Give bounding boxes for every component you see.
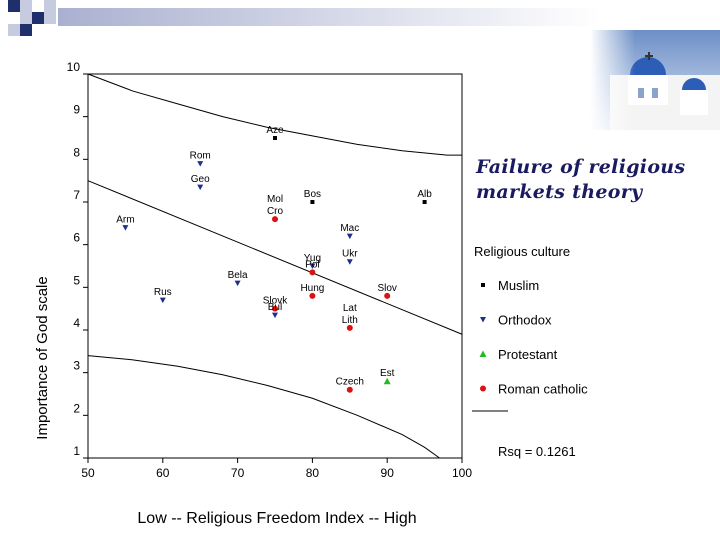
point-label: Est: [380, 368, 395, 379]
confidence-band-curve: [87, 355, 440, 459]
data-point: [480, 385, 486, 392]
data-point: [273, 136, 277, 140]
x-tick-label: 100: [452, 466, 472, 480]
point-label: Yug: [304, 253, 321, 264]
point-label: Lat Lith: [342, 303, 358, 326]
data-point: [346, 324, 353, 331]
rsq-annotation: Rsq = 0.1261: [498, 444, 576, 459]
data-point: [346, 259, 353, 265]
point-label: Pol: [305, 259, 319, 270]
whitewashed-church-photo: [590, 30, 720, 130]
regression-fit-line: [87, 180, 463, 335]
y-tick-label: 8: [73, 145, 80, 159]
confidence-band-curve: [87, 73, 462, 156]
point-label: Czech: [336, 377, 364, 388]
data-point: [481, 283, 485, 287]
legend-entry-label: Orthodox: [498, 313, 552, 328]
decorative-header-strip: [8, 0, 600, 36]
point-label: Bos: [304, 189, 321, 200]
y-axis-label: Importance of God scale: [34, 276, 51, 439]
data-point: [479, 350, 487, 357]
data-point: [309, 269, 316, 276]
y-tick-label: 9: [73, 103, 80, 117]
data-point: [384, 292, 391, 299]
point-label: Mol Cro: [267, 194, 284, 217]
slide-title: Failure of religious markets theory: [476, 156, 686, 203]
point-label: Aze: [266, 125, 284, 136]
legend-entry-label: Protestant: [498, 347, 558, 362]
x-tick-label: 90: [381, 466, 395, 480]
y-tick-label: 2: [73, 401, 80, 415]
x-tick-label: 80: [306, 466, 320, 480]
y-tick-label: 10: [67, 60, 81, 74]
data-point: [422, 200, 427, 204]
data-point: [346, 233, 353, 240]
data-point: [234, 280, 241, 287]
point-label: Alb: [417, 189, 432, 200]
data-point: [309, 292, 316, 299]
data-point: [272, 312, 278, 319]
point-label: Slovk: [263, 296, 288, 307]
point-label: Rus: [154, 287, 172, 298]
point-label: Ukr: [342, 249, 358, 260]
legend-entry-label: Roman catholic: [498, 382, 588, 397]
x-tick-label: 50: [81, 466, 95, 480]
data-point: [159, 297, 166, 304]
data-point: [197, 184, 204, 191]
legend-title: Religious culture: [474, 244, 570, 259]
point-label: Mac: [340, 223, 359, 234]
x-tick-label: 60: [156, 466, 170, 480]
point-label: Bela: [228, 270, 248, 281]
point-label: Slov: [377, 283, 396, 294]
data-point: [122, 225, 129, 231]
y-tick-label: 6: [73, 231, 80, 245]
y-tick-label: 5: [73, 273, 80, 287]
x-tick-label: 70: [231, 466, 245, 480]
x-axis-label: Low -- Religious Freedom Index -- High: [137, 510, 416, 527]
y-tick-label: 7: [73, 188, 80, 202]
data-point: [197, 161, 204, 167]
point-label: Arm: [116, 215, 134, 226]
point-label: Hung: [300, 283, 324, 294]
data-point: [383, 377, 391, 385]
plot-area: [87, 73, 463, 459]
legend-entry-label: Muslim: [498, 278, 539, 293]
point-label: Bul: [268, 302, 282, 313]
data-point: [272, 305, 278, 312]
y-tick-label: 1: [73, 444, 80, 458]
data-point: [346, 386, 353, 393]
data-point: [310, 200, 315, 204]
data-point: [309, 263, 316, 269]
data-point: [272, 216, 278, 223]
point-label: Rom: [190, 151, 211, 162]
data-point: [480, 317, 486, 323]
y-tick-label: 4: [73, 316, 80, 330]
point-label: Geo: [191, 174, 210, 185]
y-tick-label: 3: [73, 359, 80, 373]
